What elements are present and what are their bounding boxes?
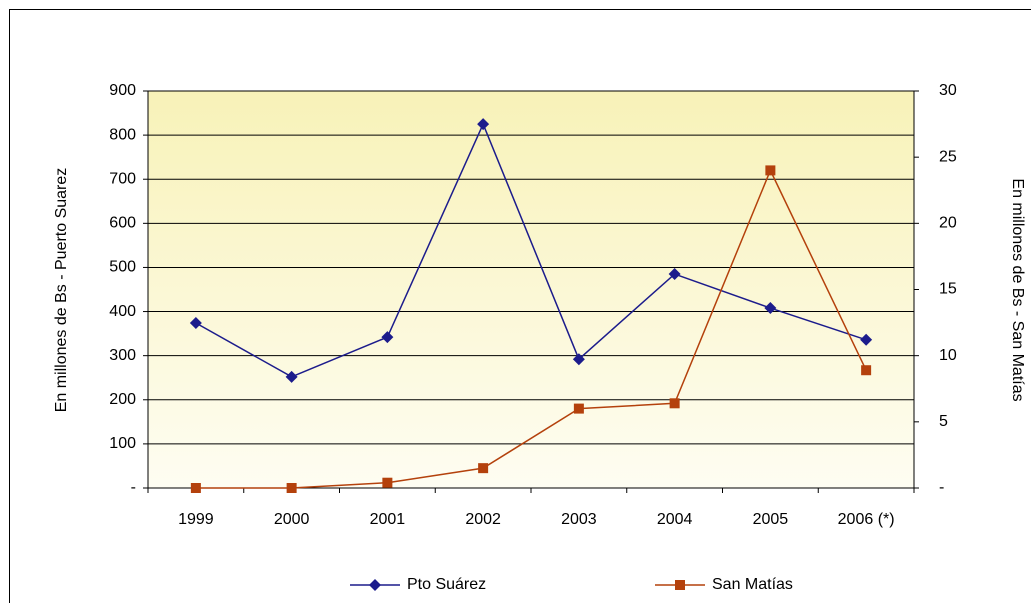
y2-tick-label: 15 — [939, 281, 957, 298]
y-axis-label: En millones de Bs - Puerto Suarez — [53, 168, 70, 413]
legend-marker — [675, 580, 685, 590]
x-tick-label: 2004 — [657, 511, 693, 528]
y-tick-label: 900 — [109, 82, 136, 99]
data-point — [574, 404, 584, 414]
y2-tick-label: 20 — [939, 215, 957, 232]
y-tick-label: 300 — [109, 347, 136, 364]
y-tick-label: 800 — [109, 126, 136, 143]
y-tick-label: 400 — [109, 303, 136, 320]
y-tick-label: 500 — [109, 259, 136, 276]
x-tick-label: 2002 — [465, 511, 501, 528]
data-point — [287, 483, 297, 493]
y2-tick-label: 10 — [939, 347, 957, 364]
y-tick-label: 700 — [109, 170, 136, 187]
x-tick-label: 2001 — [370, 511, 406, 528]
data-point — [191, 483, 201, 493]
x-tick-label: 1999 — [178, 511, 214, 528]
legend-label: Pto Suárez — [407, 576, 486, 593]
x-tick-label: 2003 — [561, 511, 597, 528]
y2-tick-label: 5 — [939, 413, 948, 430]
y-tick-label: 200 — [109, 391, 136, 408]
x-tick-label: 2005 — [753, 511, 789, 528]
data-point — [861, 365, 871, 375]
y2-axis-label: En millones de Bs - San Matías — [1009, 178, 1026, 401]
data-point — [765, 165, 775, 175]
x-tick-label: 2006 (*) — [838, 511, 895, 528]
y2-tick-label: 25 — [939, 148, 957, 165]
x-tick-label: 2000 — [274, 511, 310, 528]
legend-label: San Matías — [712, 576, 793, 593]
y-tick-label: - — [131, 479, 136, 496]
y2-tick-label: 30 — [939, 82, 957, 99]
y2-tick-label: - — [939, 479, 944, 496]
data-point — [382, 478, 392, 488]
y-tick-label: 100 — [109, 435, 136, 452]
data-point — [670, 398, 680, 408]
y-tick-label: 600 — [109, 215, 136, 232]
plot-area — [148, 91, 914, 488]
data-point — [478, 463, 488, 473]
